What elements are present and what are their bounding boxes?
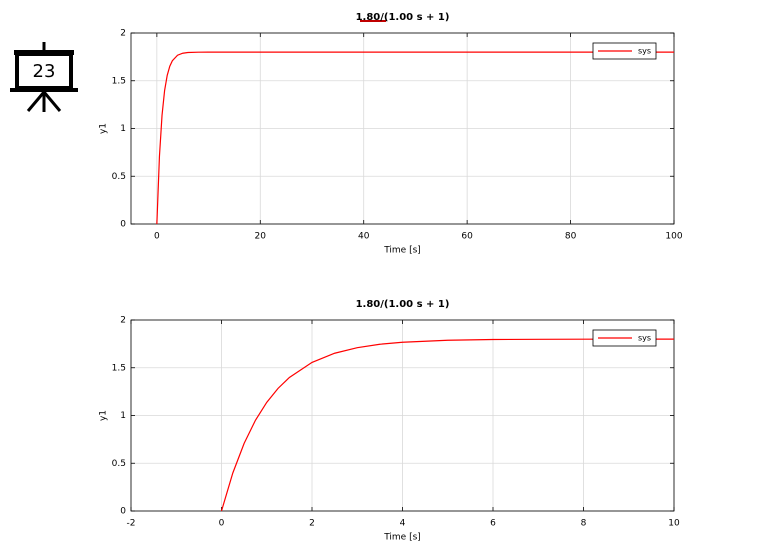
chart-title: 1.80/(1.00 s + 1) xyxy=(356,12,450,23)
y-axis-label: y1 xyxy=(99,123,109,134)
x-tick-label: 6 xyxy=(490,519,496,529)
y-tick-label: 2 xyxy=(120,29,126,39)
data-line xyxy=(156,51,674,225)
y-tick-label: 1.5 xyxy=(112,363,126,373)
data-line xyxy=(220,338,675,512)
y-tick-label: 1 xyxy=(120,124,126,134)
x-tick-label: 0 xyxy=(219,519,225,529)
y-tick-label: 1 xyxy=(120,411,126,421)
x-tick-label: 10 xyxy=(668,519,680,529)
y-tick-label: 0.5 xyxy=(112,172,126,182)
y-tick-label: 0 xyxy=(120,220,126,230)
x-tick-label: 100 xyxy=(665,232,682,242)
x-axis-label: Time [s] xyxy=(383,533,421,543)
slide-icon: 23 xyxy=(10,42,78,112)
plot-frame xyxy=(130,32,675,225)
chart-title: 1.80/(1.00 s + 1) xyxy=(356,299,450,310)
legend-label: sys xyxy=(638,47,651,56)
x-tick-label: 8 xyxy=(581,519,587,529)
slide-number: 23 xyxy=(33,61,56,82)
x-tick-label: 2 xyxy=(309,519,315,529)
plot-frame xyxy=(130,319,675,512)
x-tick-label: -2 xyxy=(127,519,136,529)
y-tick-label: 0.5 xyxy=(112,459,126,469)
y-tick-label: 1.5 xyxy=(112,76,126,86)
x-tick-label: 4 xyxy=(400,519,406,529)
x-tick-label: 0 xyxy=(154,232,160,242)
y-axis-label: y1 xyxy=(99,410,109,421)
x-tick-label: 20 xyxy=(255,232,267,242)
x-tick-label: 80 xyxy=(565,232,577,242)
legend-label: sys xyxy=(638,334,651,343)
x-tick-label: 60 xyxy=(461,232,473,242)
y-tick-label: 0 xyxy=(120,507,126,517)
x-axis-label: Time [s] xyxy=(383,246,421,256)
x-tick-label: 40 xyxy=(358,232,370,242)
y-tick-label: 2 xyxy=(120,316,126,326)
